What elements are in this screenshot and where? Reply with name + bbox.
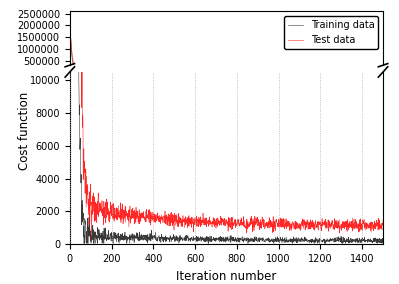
- Training data: [381, 237, 385, 240]
- Test data: [89, 70, 94, 74]
- X-axis label: Iteration number: Iteration number: [176, 270, 277, 283]
- Training data: [105, 70, 110, 74]
- Test data: [246, 223, 251, 226]
- Test data: [201, 212, 205, 215]
- Test data: [213, 223, 217, 227]
- Test data: [89, 238, 94, 241]
- Training data: [213, 70, 217, 74]
- Text: Cost function: Cost function: [18, 91, 31, 170]
- Test data: [207, 219, 212, 222]
- Training data: [207, 70, 212, 74]
- Training data: [207, 237, 212, 240]
- Training data: [105, 233, 110, 237]
- Training data: [201, 70, 205, 74]
- Test data: [105, 70, 110, 74]
- Legend: Training data, Test data: Training data, Test data: [284, 16, 378, 49]
- Test data: [92, 195, 97, 199]
- Training data: [246, 237, 251, 240]
- Training data: [92, 70, 97, 74]
- Line: Test data: Test data: [70, 0, 383, 239]
- Training data: [381, 70, 385, 74]
- Training data: [201, 238, 205, 241]
- Training data: [82, 242, 87, 245]
- Training data: [82, 70, 87, 74]
- Test data: [213, 70, 217, 74]
- Training data: [68, 14, 73, 17]
- Test data: [207, 70, 212, 74]
- Test data: [68, 15, 73, 18]
- Test data: [201, 70, 205, 74]
- Line: Test data: Test data: [70, 16, 383, 72]
- Line: Training data: Training data: [70, 0, 383, 243]
- Training data: [92, 235, 97, 239]
- Test data: [381, 218, 385, 222]
- Test data: [381, 70, 385, 74]
- Training data: [246, 70, 251, 74]
- Test data: [92, 70, 97, 74]
- Test data: [105, 210, 110, 214]
- Training data: [213, 239, 217, 243]
- Line: Training data: Training data: [70, 15, 383, 72]
- Test data: [246, 70, 251, 74]
